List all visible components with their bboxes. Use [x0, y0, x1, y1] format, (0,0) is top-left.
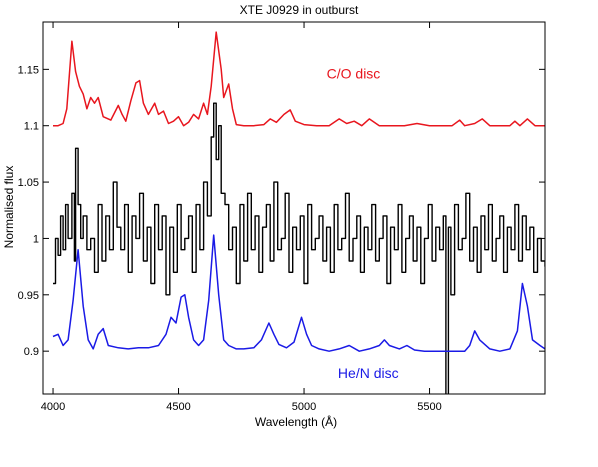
chart-title: XTE J0929 in outburst: [240, 3, 359, 17]
axis-ticks: 4000 4500 5000 5500 0.9 0.95 1 1.05 1.1 1.15: [18, 22, 545, 413]
annotation-label: He/N disc: [338, 365, 399, 381]
y-tick-label: 1.05: [18, 177, 39, 189]
observed-spectrum-line: [53, 102, 545, 394]
y-tick-label: 1: [33, 233, 39, 245]
plot-frame: [42, 21, 546, 395]
x-tick-label: 5500: [417, 401, 441, 413]
y-tick-label: 1.15: [18, 64, 39, 76]
y-axis-label: Normalised flux: [2, 166, 16, 249]
annotations-layer: C/O disc He/N disc: [327, 65, 399, 381]
x-tick-label: 5000: [292, 401, 316, 413]
y-tick-label: 0.9: [24, 346, 39, 358]
y-tick-label: 1.1: [24, 121, 39, 133]
hen-disc-model-line: [52, 234, 545, 352]
annotation-label: C/O disc: [327, 65, 381, 81]
x-tick-label: 4000: [41, 401, 65, 413]
series-layer: [52, 31, 545, 394]
co-disc-model-line: [53, 31, 545, 127]
y-tick-label: 0.95: [18, 290, 39, 302]
x-tick-label: 4500: [166, 401, 190, 413]
x-axis-label: Wavelength (Å): [255, 414, 337, 429]
